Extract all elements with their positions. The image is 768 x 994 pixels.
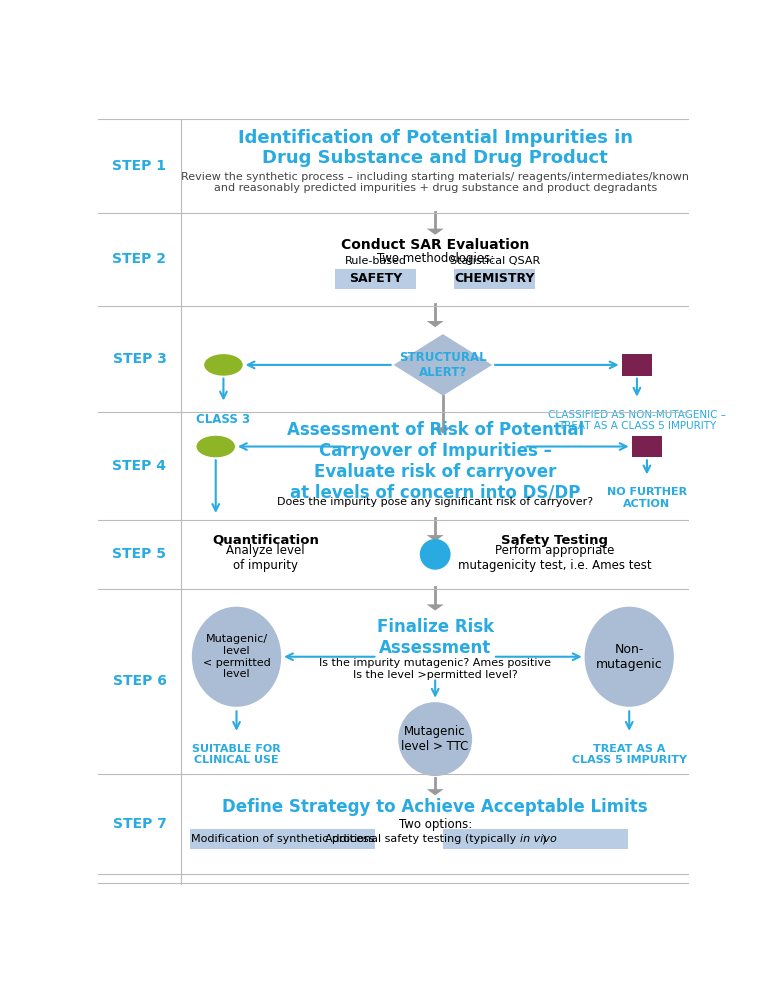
Text: CHEMISTRY: CHEMISTRY xyxy=(455,272,535,285)
Text: Define Strategy to Achieve Acceptable Limits: Define Strategy to Achieve Acceptable Li… xyxy=(223,798,648,816)
Polygon shape xyxy=(393,334,492,396)
Text: Perform appropriate
mutagenicity test, i.e. Ames test: Perform appropriate mutagenicity test, i… xyxy=(458,544,651,573)
Text: Review the synthetic process – including starting materials/ reagents/intermedia: Review the synthetic process – including… xyxy=(181,172,689,193)
Text: Two methodologies:: Two methodologies: xyxy=(376,251,494,264)
Bar xyxy=(335,268,416,288)
Text: SAFETY: SAFETY xyxy=(349,272,402,285)
Text: TREAT AS A
CLASS 5 IMPURITY: TREAT AS A CLASS 5 IMPURITY xyxy=(571,744,687,765)
Text: Two options:: Two options: xyxy=(399,818,472,831)
Polygon shape xyxy=(427,229,444,235)
Bar xyxy=(631,435,662,457)
Text: in vivo: in vivo xyxy=(520,834,557,844)
Text: CLASSIFIED AS NON-MUTAGENIC –
TREAT AS A CLASS 5 IMPURITY: CLASSIFIED AS NON-MUTAGENIC – TREAT AS A… xyxy=(548,410,726,431)
Text: Mutagenic
level > TTC: Mutagenic level > TTC xyxy=(402,726,469,753)
Ellipse shape xyxy=(197,435,235,457)
Text: Conduct SAR Evaluation: Conduct SAR Evaluation xyxy=(341,238,529,251)
Text: SUITABLE FOR
CLINICAL USE: SUITABLE FOR CLINICAL USE xyxy=(192,744,281,765)
Bar xyxy=(190,829,375,849)
Text: STEP 7: STEP 7 xyxy=(113,817,167,831)
Circle shape xyxy=(420,539,451,570)
Text: Mutagenic/
level
< permitted
level: Mutagenic/ level < permitted level xyxy=(203,634,270,679)
Bar xyxy=(621,354,652,376)
Text: STEP 5: STEP 5 xyxy=(112,548,167,562)
Text: Non-
mutagenic: Non- mutagenic xyxy=(596,643,663,671)
Text: Finalize Risk
Assessment: Finalize Risk Assessment xyxy=(376,618,494,657)
Text: Assessment of Risk of Potential
Carryover of Impurities –
Evaluate risk of carry: Assessment of Risk of Potential Carryove… xyxy=(286,421,584,502)
Text: Statistical QSAR: Statistical QSAR xyxy=(450,255,540,265)
Text: Quantification: Quantification xyxy=(212,534,319,547)
Text: YES: YES xyxy=(203,440,229,453)
Ellipse shape xyxy=(584,606,674,707)
Bar xyxy=(443,829,627,849)
Ellipse shape xyxy=(192,606,281,707)
Text: STEP 6: STEP 6 xyxy=(113,674,167,689)
Text: Safety Testing: Safety Testing xyxy=(501,534,608,547)
Text: Additional safety testing (typically: Additional safety testing (typically xyxy=(325,834,520,844)
Polygon shape xyxy=(427,604,444,610)
Text: NO FURTHER
ACTION: NO FURTHER ACTION xyxy=(607,487,687,509)
Text: NO: NO xyxy=(627,359,647,372)
Text: STEP 4: STEP 4 xyxy=(112,459,167,473)
Text: STRUCTURAL
ALERT?: STRUCTURAL ALERT? xyxy=(399,351,487,379)
Text: Is the impurity mutagenic? Ames positive
Is the level >permitted level?: Is the impurity mutagenic? Ames positive… xyxy=(319,658,551,680)
Text: ): ) xyxy=(541,834,546,844)
Text: Identification of Potential Impurities in
Drug Substance and Drug Product: Identification of Potential Impurities i… xyxy=(237,128,633,167)
Polygon shape xyxy=(427,789,444,795)
Polygon shape xyxy=(435,427,452,433)
Text: Analyze level
of impurity: Analyze level of impurity xyxy=(227,544,305,573)
Text: STEP 1: STEP 1 xyxy=(112,159,167,173)
Text: Modification of synthetic process: Modification of synthetic process xyxy=(191,834,375,844)
Polygon shape xyxy=(427,535,444,542)
Text: Rule-based: Rule-based xyxy=(345,255,406,265)
Text: YES: YES xyxy=(210,359,237,372)
Ellipse shape xyxy=(204,354,243,376)
Text: CLASS 3: CLASS 3 xyxy=(197,413,250,425)
Text: Does the impurity pose any significant risk of carryover?: Does the impurity pose any significant r… xyxy=(277,497,593,507)
Bar xyxy=(455,268,535,288)
Circle shape xyxy=(399,702,472,776)
Text: STEP 3: STEP 3 xyxy=(113,352,167,366)
Text: OR: OR xyxy=(425,548,445,561)
Text: NO: NO xyxy=(637,440,657,453)
Polygon shape xyxy=(427,321,444,327)
Text: STEP 2: STEP 2 xyxy=(112,252,167,266)
